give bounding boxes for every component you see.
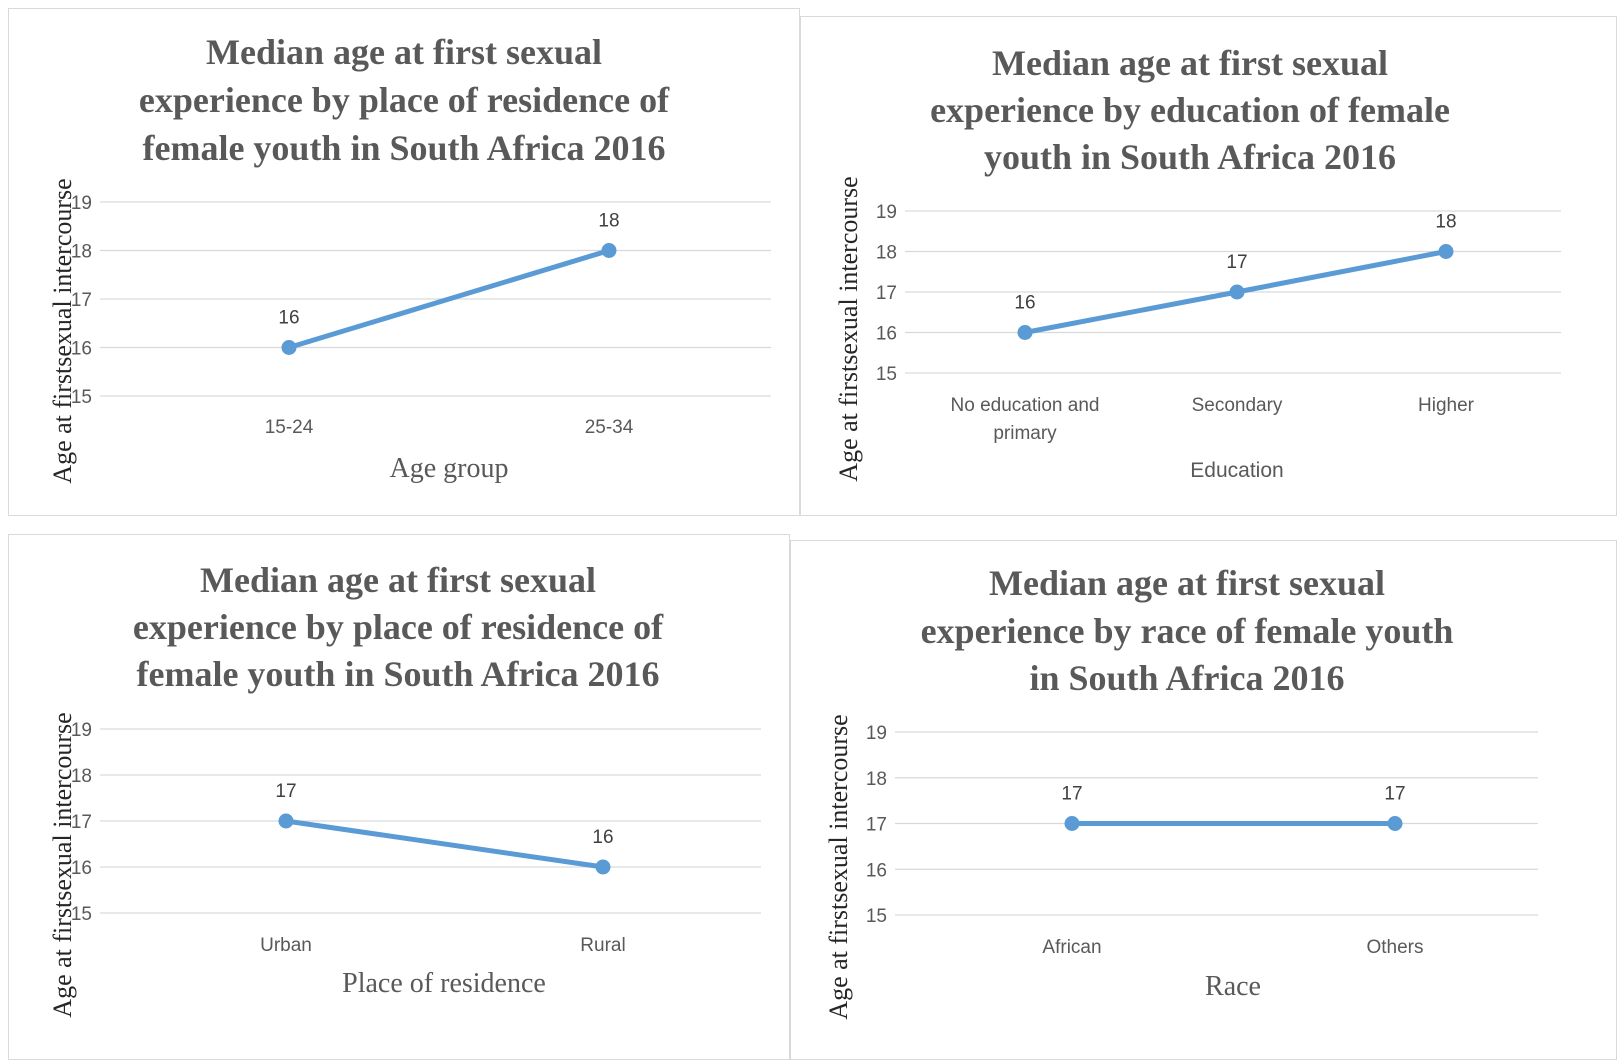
x-axis-label: Place of residence	[342, 968, 546, 999]
chart-title: Median age at first sexual experience by …	[133, 560, 664, 694]
chart-panel-education: Median age at first sexual experience by …	[800, 16, 1617, 516]
data-point	[595, 859, 611, 875]
y-tick-label: 16	[866, 860, 887, 881]
data-point	[601, 243, 617, 258]
chart-title-line: in South Africa 2016	[1029, 658, 1344, 698]
data-label: 18	[1435, 212, 1456, 233]
data-label: 17	[275, 781, 296, 802]
x-tick-label-line: Urban	[260, 935, 312, 956]
x-tick-label: Urban	[260, 935, 312, 956]
y-tick-label: 18	[866, 769, 887, 790]
x-tick-label: 25-34	[585, 417, 634, 438]
chart-title-line: experience by place of residence of	[133, 607, 664, 647]
y-tick-label: 18	[71, 242, 92, 263]
data-label: 17	[1061, 784, 1082, 805]
chart-panel-age-group: Median age at first sexual experience by …	[8, 8, 800, 516]
chart-title-line: experience by race of female youth	[921, 611, 1454, 651]
y-tick-label: 17	[876, 283, 897, 304]
x-tick-label-line: Others	[1366, 937, 1423, 958]
y-axis-label: Age at firstsexual intercourse	[834, 176, 863, 481]
y-tick-label: 19	[876, 202, 897, 223]
data-point	[1438, 244, 1454, 259]
y-tick-label: 15	[876, 364, 897, 385]
y-tick-label: 19	[71, 193, 92, 214]
chart-title-line: female youth in South Africa 2016	[142, 128, 665, 168]
chart-place-of-residence: Median age at first sexual experience by …	[48, 560, 761, 1018]
chart-title-line: female youth in South Africa 2016	[136, 654, 659, 694]
data-point	[1387, 816, 1403, 831]
chart-title-line: Median age at first sexual	[206, 32, 602, 72]
y-tick-label: 19	[71, 720, 92, 741]
x-tick-label-line: Secondary	[1192, 395, 1283, 416]
y-axis-label: Age at firstsexual intercourse	[824, 714, 853, 1019]
x-tick-label: Rural	[580, 935, 625, 956]
y-axis-label: Age at firstsexual intercourse	[48, 178, 77, 483]
x-tick-label: Higher	[1418, 395, 1475, 416]
chart-education: Median age at first sexual experience by …	[834, 43, 1561, 482]
y-tick-label: 19	[866, 723, 887, 744]
y-tick-label: 17	[71, 290, 92, 311]
chart-panel-race: Median age at first sexual experience by …	[790, 540, 1617, 1060]
x-tick-label: Others	[1366, 937, 1423, 958]
y-tick-label: 16	[71, 339, 92, 360]
x-tick-label: Secondary	[1192, 395, 1283, 416]
data-label: 16	[1014, 293, 1035, 314]
x-axis-label: Race	[1205, 971, 1261, 1002]
x-tick-label-line: African	[1042, 937, 1101, 958]
y-tick-label: 18	[71, 766, 92, 787]
chart-title-line: Median age at first sexual	[200, 560, 596, 600]
data-label: 16	[592, 827, 613, 848]
chart-title: Median age at first sexual experience by …	[930, 43, 1450, 177]
series-line	[286, 248, 612, 350]
y-tick-label: 17	[71, 812, 92, 833]
x-tick-label-line: No education and	[951, 395, 1100, 416]
data-point	[1229, 284, 1245, 300]
data-label: 17	[1384, 784, 1405, 805]
chart-title-line: experience by place of residence of	[139, 80, 670, 120]
x-tick-label-line: Rural	[580, 935, 625, 956]
x-tick-label: African	[1042, 937, 1101, 958]
chart-race: Median age at first sexual experience by …	[824, 563, 1538, 1020]
chart-title-line: Median age at first sexual	[989, 563, 1385, 603]
y-axis-label: Age at firstsexual intercourse	[48, 712, 77, 1017]
data-point	[278, 813, 294, 829]
chart-title-line: Median age at first sexual	[992, 43, 1388, 83]
y-tick-label: 17	[866, 815, 887, 836]
data-point	[281, 340, 297, 355]
chart-title: Median age at first sexual experience by …	[921, 563, 1454, 698]
x-axis-label: Age group	[390, 453, 509, 484]
chart-title-line: experience by education of female	[930, 90, 1450, 130]
data-point	[1064, 816, 1080, 831]
y-tick-label: 16	[71, 858, 92, 879]
chart-panel-place-of-residence: Median age at first sexual experience by …	[8, 534, 790, 1060]
y-tick-label: 15	[71, 387, 92, 408]
chart-title: Median age at first sexual experience by …	[139, 32, 670, 168]
x-tick-label-line: 15-24	[265, 417, 314, 438]
x-tick-label-line: primary	[993, 423, 1057, 444]
y-tick-label: 18	[876, 243, 897, 264]
y-tick-label: 15	[71, 904, 92, 925]
x-tick-label-line: 25-34	[585, 417, 634, 438]
y-tick-label: 16	[876, 324, 897, 345]
data-label: 18	[598, 211, 619, 232]
x-tick-label: 15-24	[265, 417, 314, 438]
x-axis-label: Education	[1190, 459, 1283, 482]
chart-age-group: Median age at first sexual experience by …	[48, 32, 771, 484]
data-label: 16	[278, 308, 299, 329]
chart-title-line: youth in South Africa 2016	[984, 137, 1396, 177]
x-tick-label-line: Higher	[1418, 395, 1475, 416]
data-label: 17	[1226, 252, 1247, 273]
series-line	[283, 818, 606, 870]
x-tick-label: No education and primary	[951, 395, 1100, 444]
y-tick-label: 15	[866, 906, 887, 927]
data-point	[1017, 325, 1033, 340]
